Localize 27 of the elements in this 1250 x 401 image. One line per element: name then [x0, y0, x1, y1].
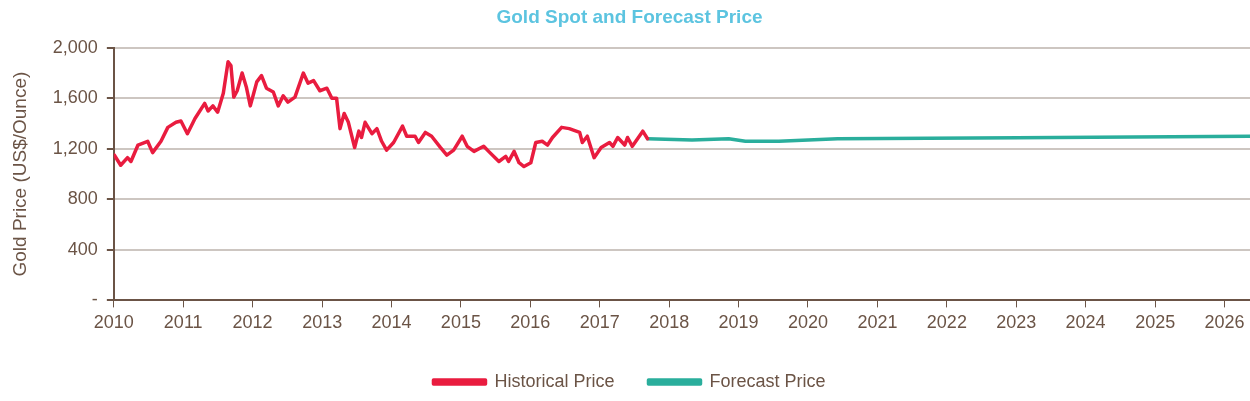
x-tick-label: 2023 [996, 312, 1037, 333]
x-tick-label: 2019 [718, 312, 759, 333]
y-axis-title: Gold Price (US$/Ounce) [8, 71, 30, 277]
y-tick-label: 1,200 [52, 137, 98, 158]
x-tick-label: 2010 [93, 312, 134, 333]
chart-title: Gold Spot and Forecast Price [496, 5, 763, 27]
x-tick-label: 2020 [787, 312, 828, 333]
x-tick-label: 2013 [302, 312, 343, 333]
x-tick-label: 2022 [926, 312, 967, 333]
x-tick-label: 2017 [579, 312, 620, 333]
y-tick-label: 400 [67, 238, 98, 259]
x-tick-label: 2011 [163, 312, 203, 333]
legend-label: Forecast Price [709, 370, 826, 391]
x-tick-label: 2014 [371, 312, 412, 333]
y-tick-label: 2,000 [52, 36, 98, 57]
x-tick-label: 2024 [1065, 312, 1106, 333]
y-tick-label: - [91, 289, 98, 310]
y-tick-label: 1,600 [52, 87, 98, 108]
x-tick-label: 2025 [1135, 312, 1176, 333]
x-tick-label: 2018 [649, 312, 690, 333]
legend-label: Historical Price [494, 370, 615, 391]
x-tick-label: 2026 [1204, 312, 1245, 333]
x-tick-label: 2016 [510, 312, 551, 333]
y-tick-label: 800 [67, 188, 98, 209]
x-tick-label: 2012 [232, 312, 273, 333]
x-tick-label: 2021 [857, 312, 898, 333]
x-tick-label: 2015 [440, 312, 481, 333]
